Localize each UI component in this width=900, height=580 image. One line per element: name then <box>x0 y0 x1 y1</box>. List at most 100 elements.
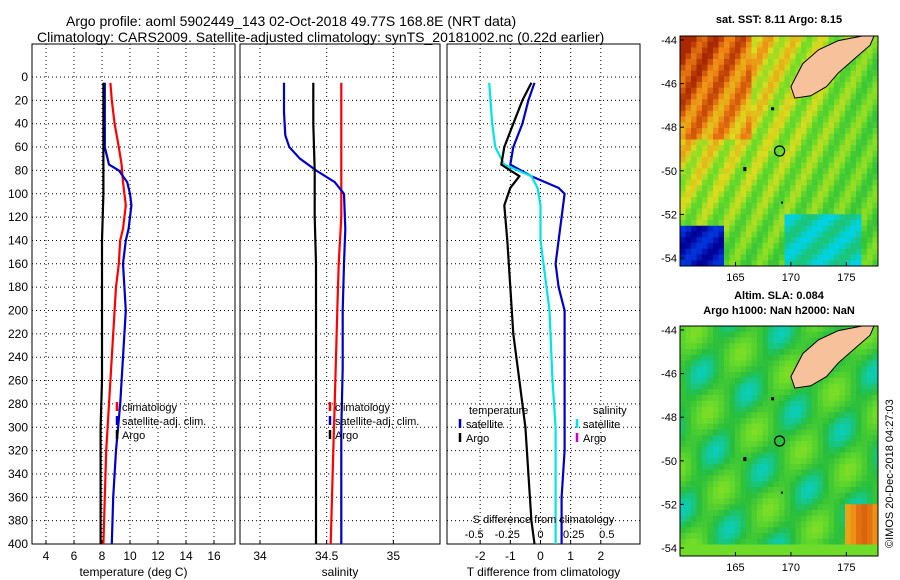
sst-map-cell <box>784 191 791 198</box>
sla-map-cell <box>817 498 824 505</box>
sla-map-cell <box>746 538 752 545</box>
sla-map-cell <box>828 504 835 511</box>
sst-map-cell <box>707 185 714 192</box>
sla-map-cell <box>872 337 879 344</box>
sst-map-cell <box>762 220 769 227</box>
sst-map-cell <box>740 36 747 43</box>
sst-map-cell <box>751 53 758 60</box>
sst-map-y-tick-label: -50 <box>661 166 677 178</box>
sla-map-cell <box>729 481 736 488</box>
sst-map-cell <box>845 139 851 146</box>
sla-map-cell <box>751 360 758 367</box>
sst-map-cell <box>790 133 796 140</box>
sst-map-cell <box>779 260 785 267</box>
sst-map-cell <box>812 168 818 175</box>
sst-map-cell <box>685 168 692 175</box>
sst-map-cell <box>729 237 736 244</box>
sla-map-cell <box>685 429 692 436</box>
sla-map-cell <box>856 383 862 390</box>
sst-map-cell <box>691 76 697 83</box>
sst-map-cell <box>746 156 752 163</box>
sst-map-cell <box>784 105 791 112</box>
sst-map-cell <box>834 139 840 146</box>
sst-map-cell <box>828 243 835 250</box>
sla-map-cell <box>806 487 813 494</box>
sla-map-cell <box>861 429 868 436</box>
sla-map-cell <box>735 446 741 453</box>
sla-map-cell <box>773 389 780 396</box>
sla-map-cell <box>713 331 719 338</box>
sst-map-cell <box>801 36 807 43</box>
sla-map-cell <box>762 487 769 494</box>
sst-map-cell <box>702 41 708 48</box>
sst-map-cell <box>784 168 791 175</box>
sst-map-cell <box>801 197 807 204</box>
sla-map-cell <box>768 337 774 344</box>
sla-map-cell <box>784 527 791 534</box>
sst-map-cell <box>762 231 769 238</box>
sst-map-cell <box>740 254 747 261</box>
sst-map-cell <box>729 174 736 181</box>
sst-map-cell <box>691 87 697 94</box>
sla-map-cell <box>696 544 703 551</box>
sla-map-cell <box>845 487 851 494</box>
sla-map-cell <box>724 349 730 356</box>
sst-map-cell <box>702 237 708 244</box>
sst-map-cell <box>784 110 791 117</box>
sst-map-cell <box>790 202 796 209</box>
sst-map-cell <box>691 59 697 66</box>
sla-map-cell <box>729 343 736 350</box>
sst-map-cell <box>856 254 862 261</box>
sst-map-cell <box>740 87 747 94</box>
sla-map-cell <box>784 395 791 402</box>
sst-map-cell <box>806 133 813 140</box>
sla-map-cell <box>867 372 873 379</box>
sst-map-cell <box>768 225 774 232</box>
sla-map-cell <box>696 521 703 528</box>
sst-map-cell <box>823 41 829 48</box>
sla-map-cell <box>735 366 741 373</box>
sla-map-cell <box>828 383 835 390</box>
sla-map-cell <box>773 515 780 522</box>
sla-map-island <box>780 491 783 494</box>
sst-map-cell <box>696 185 703 192</box>
sst-map-cell <box>757 70 763 77</box>
sla-map-cell <box>740 337 747 344</box>
sla-map-cell <box>707 435 714 442</box>
sla-map-cell <box>713 464 719 471</box>
sla-map-cell <box>867 343 873 350</box>
temperature-legend-label: climatology <box>122 402 178 414</box>
sla-map-cell <box>702 406 708 413</box>
sst-map-cell <box>828 156 835 163</box>
sst-map-cell <box>845 87 851 94</box>
sst-map-cell <box>850 214 857 221</box>
sla-map-cell <box>834 544 840 551</box>
sla-map-cell <box>768 550 774 557</box>
sla-map-cell <box>872 331 879 338</box>
sla-map-cell <box>773 469 780 476</box>
sla-map-cell <box>680 331 686 338</box>
sst-map-cell <box>856 151 862 158</box>
sst-map-cell <box>713 151 719 158</box>
sla-map-cell <box>746 469 752 476</box>
sst-map-cell <box>784 220 791 227</box>
sst-map-title: sat. SST: 8.11 Argo: 8.15 <box>715 14 843 26</box>
sst-map-cell <box>872 116 879 123</box>
sst-map-cell <box>751 36 758 43</box>
sst-map-cell <box>740 64 747 71</box>
sla-map-cell <box>856 429 862 436</box>
sst-map-cell <box>729 53 736 60</box>
temperature-legend-label: satellite-adj. clim. <box>122 416 206 428</box>
sst-map-cell <box>751 168 758 175</box>
sla-map-cell <box>784 349 791 356</box>
sla-map-cell <box>801 337 807 344</box>
y-tick-label: 400 <box>8 537 28 551</box>
sst-map-cell <box>773 139 780 146</box>
sst-map-cell <box>685 64 692 71</box>
sla-map-cell <box>845 527 851 534</box>
sst-map-cell <box>768 220 774 227</box>
sla-map-cell <box>773 458 780 465</box>
sst-map-cell <box>729 87 736 94</box>
sla-map-cell <box>680 349 686 356</box>
difference-x-tick-label: 0 <box>537 549 544 563</box>
